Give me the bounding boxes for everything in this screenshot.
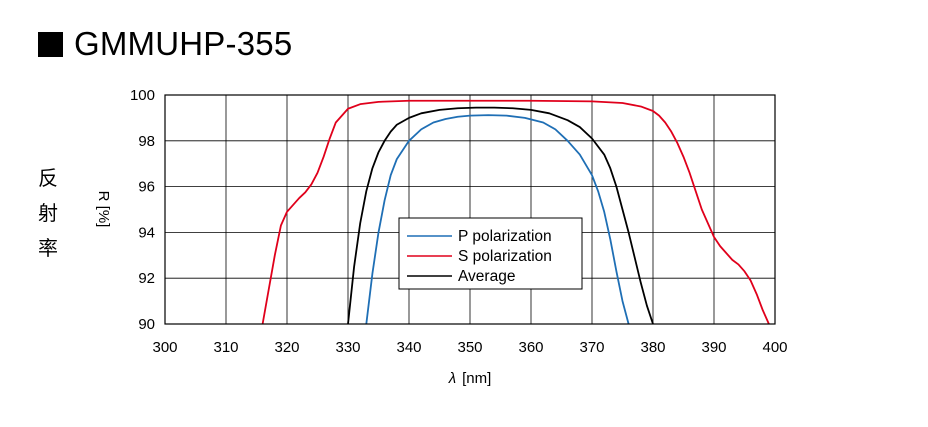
side-label: 反 射 率 — [36, 161, 60, 266]
y-tick-label: 92 — [138, 270, 155, 287]
tick-labels: 300 310 320 330 340 350 360 370 380 390 400 90 92 94 9… — [130, 87, 788, 356]
x-tick-label: 350 — [457, 339, 482, 356]
x-tick-label: 380 — [640, 339, 665, 356]
s-polarization-line — [261, 99, 770, 325]
title-text: GMMUHP-355 — [74, 25, 293, 62]
x-tick-label: 370 — [579, 339, 604, 356]
x-tick-label: 310 — [213, 339, 238, 356]
x-axis-unit: [nm] — [462, 370, 491, 387]
y-tick-label: 100 — [130, 87, 155, 104]
x-axis-symbol: λ — [448, 370, 456, 387]
average-line — [347, 106, 654, 325]
y-axis-label: R [%] — [95, 191, 112, 228]
side-label-char-1: 反 — [38, 166, 58, 190]
legend-box — [398, 217, 583, 290]
x-tick-label: 390 — [701, 339, 726, 356]
x-tick-label: 320 — [274, 339, 299, 356]
x-tick-label: 340 — [396, 339, 421, 356]
side-label-char-3: 率 — [38, 236, 58, 260]
y-tick-label: 94 — [138, 224, 155, 241]
y-tick-label: 90 — [138, 316, 155, 333]
y-tick-label: 96 — [138, 179, 155, 196]
y-tick-label: 98 — [138, 133, 155, 150]
side-label-char-2: 射 — [38, 201, 58, 225]
series-layer — [261, 99, 770, 325]
title-square-icon — [38, 31, 63, 57]
legend: P polarization S polarization Average — [398, 217, 583, 290]
plot-frame — [164, 94, 776, 325]
x-tick-label: 360 — [518, 339, 543, 356]
p-polarization-line — [365, 114, 630, 325]
legend-label-avg: Average — [458, 268, 515, 285]
x-axis-label: λ [nm] — [448, 370, 492, 387]
chart-title: GMMUHP-355 — [38, 24, 292, 64]
legend-label-s: S polarization — [458, 248, 552, 265]
x-tick-label: 300 — [152, 339, 177, 356]
x-tick-label: 400 — [762, 339, 787, 356]
grid — [164, 94, 776, 325]
x-tick-label: 330 — [335, 339, 360, 356]
legend-label-p: P polarization — [458, 228, 552, 245]
